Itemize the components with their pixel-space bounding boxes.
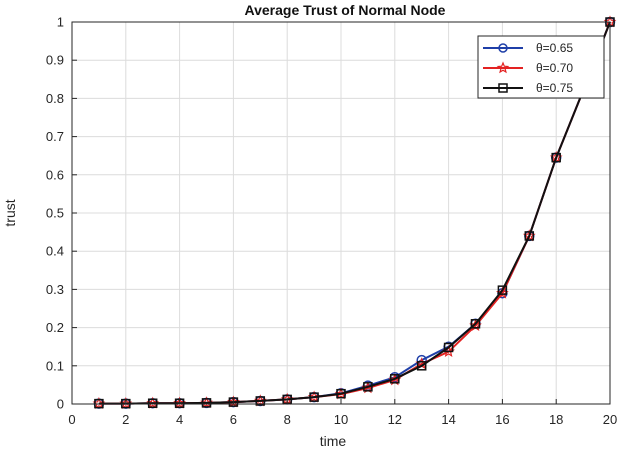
y-tick-label: 0.1	[46, 358, 64, 373]
data-point	[524, 231, 535, 241]
legend-label-theta-070: θ=0.70	[536, 61, 573, 75]
y-tick-label: 0.3	[46, 282, 64, 297]
data-point	[551, 152, 561, 163]
chart-title: Average Trust of Normal Node	[245, 2, 446, 18]
y-tick-label: 0.2	[46, 320, 64, 335]
data-point	[228, 397, 239, 407]
legend-label-theta-075: θ=0.75	[536, 81, 573, 95]
y-tick-label: 0.9	[46, 53, 64, 68]
x-axis-label: time	[320, 433, 347, 449]
y-axis-label: trust	[2, 199, 18, 226]
data-point	[363, 382, 373, 392]
y-tick-label: 0	[57, 397, 64, 412]
y-tick-label: 0.4	[46, 244, 64, 259]
legend-entry-theta-070: θ=0.70	[483, 61, 573, 75]
legend-marker-theta-070	[496, 61, 510, 74]
x-tick-label: 2	[122, 412, 129, 427]
x-tick-label: 16	[495, 412, 509, 427]
x-tick-label: 12	[388, 412, 402, 427]
data-point	[255, 396, 266, 406]
data-point	[443, 342, 454, 353]
x-tick-label: 8	[284, 412, 291, 427]
data-point	[416, 361, 427, 371]
ticks: 0 2 4 6 8 10 12 14 16 18 20 0 0.1 0.2 0.3 0.4 0.5 0.6 0.7 0…	[46, 15, 617, 428]
legend-marker-theta-065	[498, 43, 508, 53]
data-point	[309, 392, 319, 402]
legend-marker-theta-075	[498, 83, 508, 93]
legend: θ=0.65 θ=0.70 θ=0.75	[477, 35, 605, 99]
x-tick-label: 18	[549, 412, 563, 427]
data-point	[147, 398, 158, 408]
legend-entry-theta-065: θ=0.65	[483, 41, 573, 55]
data-point	[336, 388, 346, 399]
legend-entry-theta-075: θ=0.75	[483, 81, 573, 95]
y-tick-label: 0.5	[46, 206, 64, 221]
x-tick-label: 14	[441, 412, 455, 427]
x-tick-label: 10	[334, 412, 348, 427]
data-point	[470, 319, 481, 329]
data-point	[497, 285, 508, 295]
y-tick-label: 0.7	[46, 129, 64, 144]
data-point	[201, 398, 212, 408]
series-layer	[92, 15, 617, 410]
legend-label-theta-065: θ=0.65	[536, 41, 573, 55]
x-tick-label: 20	[603, 412, 617, 427]
y-tick-label: 1	[57, 15, 64, 30]
x-tick-label: 6	[230, 412, 237, 427]
x-tick-label: 4	[176, 412, 183, 427]
data-point	[390, 374, 400, 384]
y-tick-label: 0.6	[46, 167, 64, 182]
x-tick-label: 0	[68, 412, 75, 427]
y-tick-label: 0.8	[46, 91, 64, 106]
